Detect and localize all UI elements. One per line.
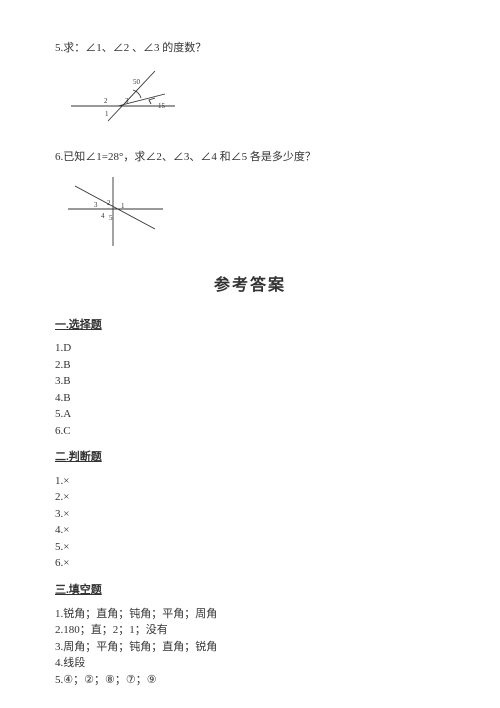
figure-q5-svg: 50 15 1 2 3 — [63, 66, 183, 131]
ans-item: 3.× — [55, 506, 445, 523]
section-2-list: 1.× 2.× 3.× 4.× 5.× 6.× — [55, 473, 445, 572]
ans-item: 5.× — [55, 539, 445, 556]
label-5: 5 — [109, 214, 113, 222]
ans-item: 1.D — [55, 340, 445, 357]
label-1: 1 — [105, 110, 109, 118]
ans-item: 2.180；直；2；1；没有 — [55, 622, 445, 639]
section-2-head: 二.判断题 — [55, 449, 445, 467]
label-3: 3 — [125, 97, 129, 105]
ans-item: 5.④；②；⑧；⑦；⑨ — [55, 672, 445, 689]
label-1: 1 — [121, 202, 125, 210]
ans-item: 4.线段 — [55, 655, 445, 672]
section-1-head: 一.选择题 — [55, 317, 445, 335]
label-4: 4 — [101, 212, 105, 220]
figure-q6: 1 2 3 4 5 — [63, 174, 445, 249]
ans-item: 3.B — [55, 373, 445, 390]
question-6-text: 6.已知∠1=28°，求∠2、∠3、∠4 和∠5 各是多少度？ — [55, 149, 445, 167]
ans-item: 4.B — [55, 390, 445, 407]
ans-item: 4.× — [55, 522, 445, 539]
ans-item: 2.× — [55, 489, 445, 506]
section-3-head: 三.填空题 — [55, 582, 445, 600]
figure-q6-svg: 1 2 3 4 5 — [63, 174, 173, 249]
label-15: 15 — [158, 102, 166, 110]
label-3: 3 — [94, 201, 98, 209]
ans-item: 2.B — [55, 357, 445, 374]
ans-item: 6.C — [55, 423, 445, 440]
page: 5.求：∠1、∠2 、∠3 的度数？ 50 15 1 2 3 6.已知∠1=28… — [0, 0, 500, 708]
label-2: 2 — [104, 97, 108, 105]
section-3-list: 1.锐角；直角；钝角；平角；周角 2.180；直；2；1；没有 3.周角；平角；… — [55, 606, 445, 689]
ans-item: 3.周角；平角；钝角；直角；锐角 — [55, 639, 445, 656]
ans-item: 5.A — [55, 406, 445, 423]
answers-title: 参考答案 — [55, 273, 445, 299]
label-50: 50 — [133, 78, 141, 86]
section-1-list: 1.D 2.B 3.B 4.B 5.A 6.C — [55, 340, 445, 439]
question-5-text: 5.求：∠1、∠2 、∠3 的度数？ — [55, 40, 445, 58]
label-2: 2 — [107, 199, 111, 207]
ans-item: 6.× — [55, 555, 445, 572]
ans-item: 1.× — [55, 473, 445, 490]
figure-q5: 50 15 1 2 3 — [63, 66, 445, 131]
ans-item: 1.锐角；直角；钝角；平角；周角 — [55, 606, 445, 623]
